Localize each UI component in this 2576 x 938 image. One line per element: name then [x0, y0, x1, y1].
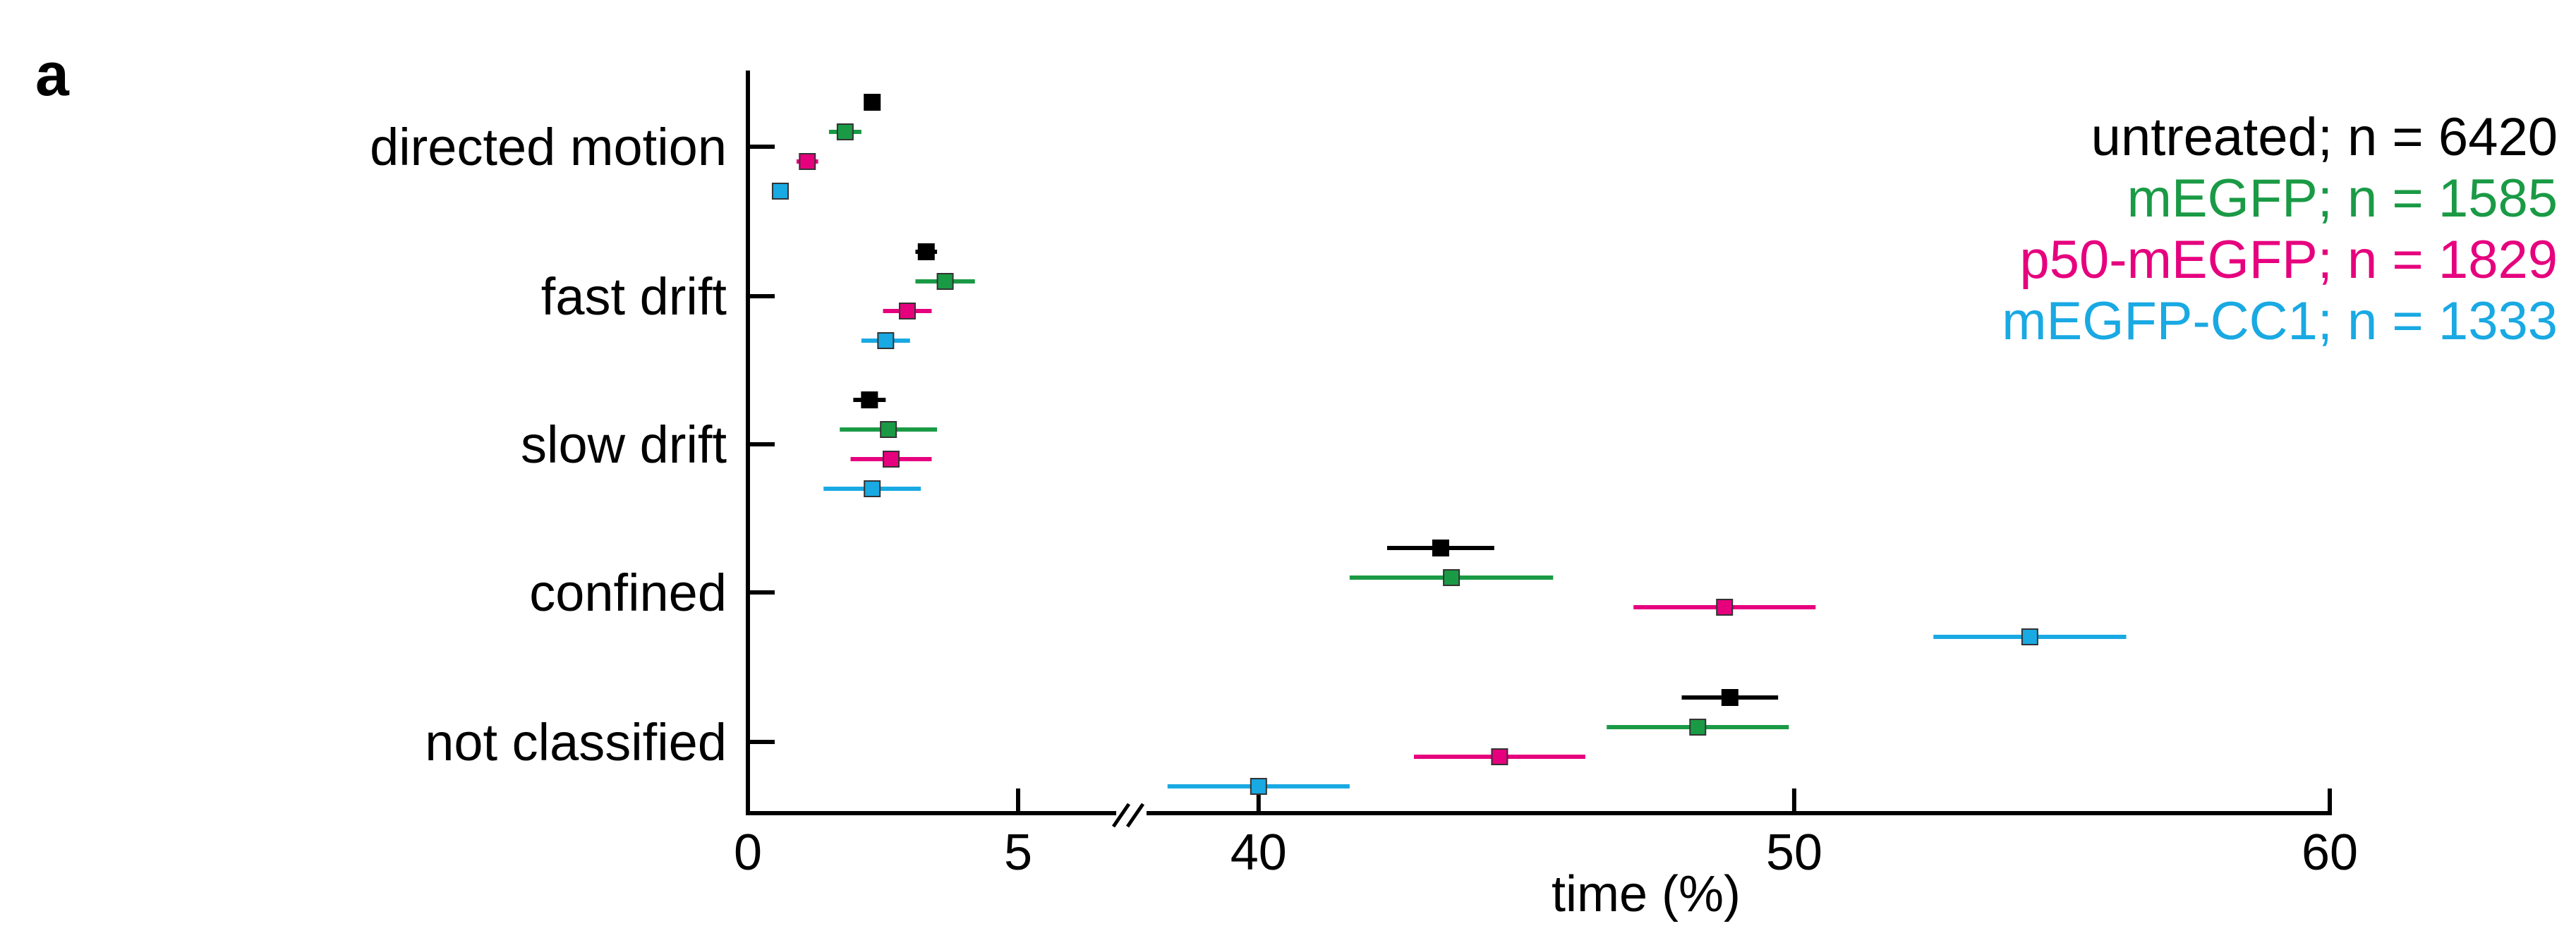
data-point	[840, 421, 938, 438]
point-marker	[2021, 628, 2038, 645]
axes	[746, 71, 2332, 828]
data-point	[853, 391, 886, 408]
category-label: directed motion	[370, 118, 727, 176]
panel-label: a	[35, 41, 70, 109]
point-marker	[1716, 599, 1734, 616]
x-tick-label: 60	[2302, 824, 2358, 881]
point-marker	[861, 391, 878, 408]
data-point	[1387, 540, 1494, 556]
x-tick-label: 5	[1004, 824, 1032, 881]
point-marker	[864, 480, 881, 497]
point-marker	[799, 153, 816, 170]
legend-entry: untreated; n = 6420	[2091, 107, 2558, 167]
axis-break-mark-2	[1125, 803, 1145, 828]
point-marker	[1689, 719, 1707, 736]
point-marker	[1721, 689, 1739, 706]
point-marker	[898, 303, 916, 319]
point-marker	[880, 421, 897, 438]
point-marker	[836, 123, 854, 140]
category-label: fast drift	[541, 267, 727, 326]
category-label: slow drift	[521, 415, 727, 474]
x-tick-label: 0	[734, 824, 762, 881]
point-marker	[936, 273, 954, 290]
category-label: confined	[529, 564, 727, 622]
point-marker	[1432, 540, 1449, 556]
data-point	[796, 153, 818, 170]
legend-entry: mEGFP-CC1; n = 1333	[2002, 291, 2558, 351]
data-point	[861, 332, 910, 349]
data-point	[828, 123, 861, 140]
x-tick-label: 40	[1230, 824, 1287, 881]
data-point	[915, 273, 975, 290]
data-point	[1349, 569, 1554, 586]
data-point	[1681, 689, 1779, 706]
data-point	[915, 243, 938, 260]
data-point	[1607, 719, 1789, 736]
axis-break-mark-1	[1111, 803, 1131, 828]
x-axis-title: time (%)	[1552, 866, 1741, 922]
data-point	[864, 94, 881, 111]
point-marker	[864, 94, 881, 111]
point-marker	[1250, 778, 1267, 795]
category-labels: directed motion fast drift slow drift confi…	[370, 118, 775, 772]
point-marker	[1443, 569, 1461, 586]
data-point	[850, 451, 932, 468]
point-marker	[917, 243, 935, 260]
data-point	[883, 303, 932, 319]
x-ticks: 0 5 40 50 60	[734, 788, 2358, 881]
point-marker	[771, 183, 789, 200]
point-marker	[877, 332, 895, 349]
category-label: not classified	[425, 713, 727, 772]
data-point	[1633, 599, 1816, 616]
data-point	[771, 183, 789, 200]
data-point	[1413, 748, 1585, 765]
legend-entry: p50-mEGFP; n = 1829	[2019, 230, 2558, 290]
legend-entry: mEGFP; n = 1585	[2127, 169, 2558, 229]
x-tick-label: 50	[1766, 824, 1822, 881]
data-point	[1167, 778, 1350, 795]
data-point	[823, 480, 921, 497]
point-marker	[882, 451, 900, 468]
data-point	[1933, 628, 2127, 645]
point-marker	[1491, 748, 1508, 765]
data-marks	[771, 94, 2127, 795]
